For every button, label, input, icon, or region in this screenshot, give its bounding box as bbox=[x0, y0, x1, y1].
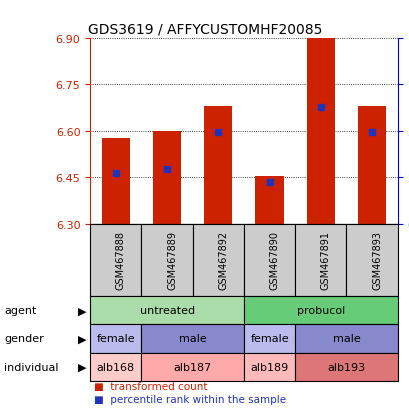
Text: ▶: ▶ bbox=[77, 306, 86, 316]
Bar bbox=[90, 297, 243, 325]
Text: GSM467889: GSM467889 bbox=[167, 230, 177, 289]
Bar bbox=[90, 353, 141, 381]
Bar bbox=[357, 107, 385, 224]
Bar bbox=[294, 325, 397, 353]
Bar bbox=[306, 38, 334, 224]
Bar bbox=[294, 353, 397, 381]
Bar bbox=[255, 176, 283, 224]
Text: female: female bbox=[96, 334, 135, 344]
Bar bbox=[192, 224, 243, 297]
Text: ▶: ▶ bbox=[77, 334, 86, 344]
Text: agent: agent bbox=[4, 306, 36, 316]
Text: untreated: untreated bbox=[139, 306, 194, 316]
Text: ■  transformed count: ■ transformed count bbox=[94, 381, 207, 391]
Bar bbox=[90, 224, 141, 297]
Text: alb168: alb168 bbox=[97, 362, 135, 372]
Text: probucol: probucol bbox=[296, 306, 344, 316]
Text: GSM467890: GSM467890 bbox=[269, 230, 279, 289]
Text: GDS3619 / AFFYCUSTOMHF20085: GDS3619 / AFFYCUSTOMHF20085 bbox=[88, 22, 321, 36]
Bar bbox=[243, 325, 294, 353]
Text: individual: individual bbox=[4, 362, 58, 372]
Text: GSM467893: GSM467893 bbox=[371, 230, 381, 289]
Bar bbox=[141, 325, 243, 353]
Text: alb193: alb193 bbox=[327, 362, 364, 372]
Text: ■  percentile rank within the sample: ■ percentile rank within the sample bbox=[94, 394, 286, 404]
Bar bbox=[101, 139, 130, 224]
Text: GSM467891: GSM467891 bbox=[320, 230, 330, 289]
Bar bbox=[243, 297, 397, 325]
Text: male: male bbox=[332, 334, 360, 344]
Text: ▶: ▶ bbox=[77, 362, 86, 372]
Text: GSM467892: GSM467892 bbox=[218, 230, 228, 289]
Text: female: female bbox=[249, 334, 288, 344]
Bar bbox=[153, 132, 181, 224]
Bar bbox=[141, 353, 243, 381]
Text: GSM467888: GSM467888 bbox=[116, 230, 126, 289]
Text: gender: gender bbox=[4, 334, 44, 344]
Bar bbox=[243, 353, 294, 381]
Bar bbox=[346, 224, 397, 297]
Bar bbox=[243, 224, 294, 297]
Text: male: male bbox=[178, 334, 206, 344]
Bar bbox=[204, 107, 232, 224]
Bar bbox=[90, 325, 141, 353]
Bar bbox=[294, 224, 346, 297]
Text: alb187: alb187 bbox=[173, 362, 211, 372]
Bar bbox=[141, 224, 192, 297]
Text: alb189: alb189 bbox=[250, 362, 288, 372]
